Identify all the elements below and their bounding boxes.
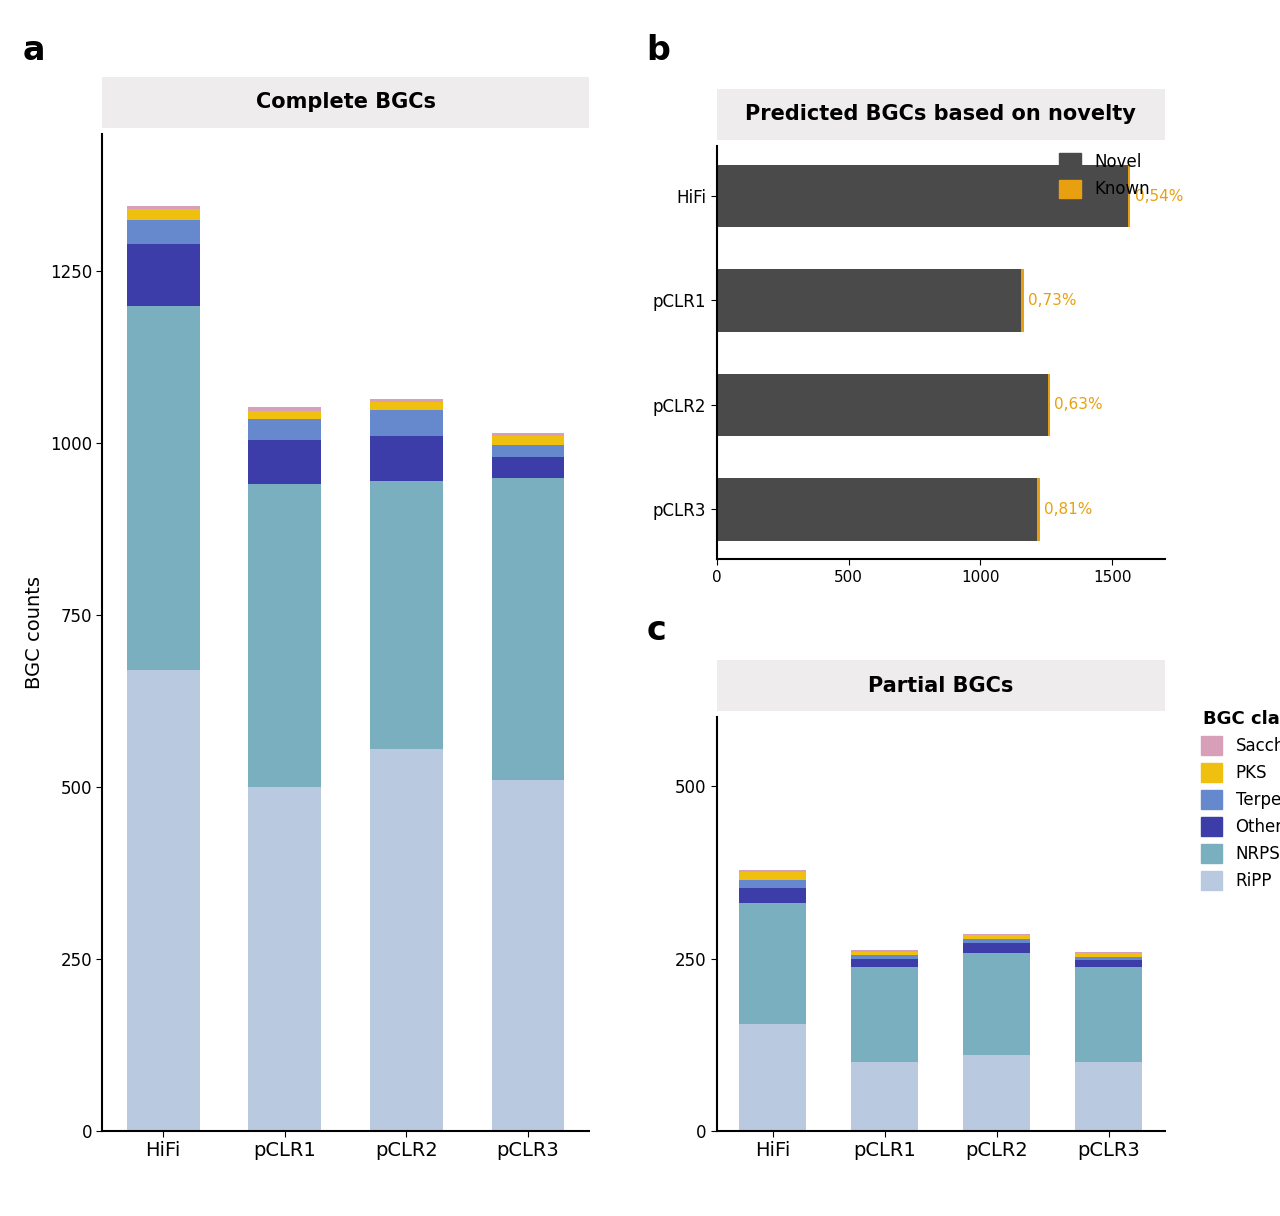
Text: b: b [646,34,671,67]
Bar [851,1062,919,1131]
Bar [248,787,321,1131]
Bar [1021,269,1024,332]
Bar [492,478,564,781]
Text: Complete BGCs: Complete BGCs [256,92,435,112]
Bar [740,903,806,1024]
Bar [964,935,1030,939]
Bar [740,1024,806,1131]
Text: Partial BGCs: Partial BGCs [868,676,1014,696]
Bar [1128,164,1130,227]
Bar [1075,967,1143,1062]
Legend: Saccharide, PKS, Terpene, Other, NRPS, RiPP: Saccharide, PKS, Terpene, Other, NRPS, R… [1196,705,1280,895]
Bar [1037,478,1039,541]
Bar [1075,957,1143,959]
Bar [740,873,806,880]
Bar [740,869,806,873]
Bar [717,478,1037,541]
Bar [127,209,200,220]
Text: 0,54%: 0,54% [1135,188,1184,203]
Bar [370,749,443,1131]
Bar [492,433,564,437]
Bar [851,952,919,956]
Bar [370,437,443,482]
Text: Predicted BGCs based on novelty: Predicted BGCs based on novelty [745,105,1137,124]
Bar [964,944,1030,953]
Bar [370,399,443,402]
Bar [717,164,1128,227]
Bar [1075,952,1143,953]
Bar [248,407,321,411]
Bar [717,373,1047,437]
Text: 0,63%: 0,63% [1055,398,1103,412]
Bar [964,1055,1030,1131]
Bar [127,206,200,209]
Bar [248,411,321,420]
Bar [740,889,806,903]
Bar [248,484,321,787]
Bar [717,269,1021,332]
Bar [1075,959,1143,967]
Bar [964,953,1030,1055]
Bar [1047,373,1050,437]
Bar [127,220,200,243]
Bar [248,420,321,440]
Bar [127,305,200,670]
Bar [851,951,919,952]
Bar [964,934,1030,935]
Bar [370,482,443,749]
Bar [370,402,443,410]
Bar [851,956,919,958]
Bar [492,437,564,445]
Bar [492,445,564,457]
Bar [964,939,1030,944]
Bar [740,880,806,889]
Bar [492,457,564,478]
Bar [851,967,919,1062]
Bar [370,410,443,437]
Bar [127,670,200,1131]
Legend: Novel, Known: Novel, Known [1052,146,1156,206]
Text: a: a [23,34,46,67]
Bar [492,781,564,1131]
Bar [1075,1062,1143,1131]
Text: 0,73%: 0,73% [1028,293,1076,308]
Y-axis label: BGC counts: BGC counts [26,576,45,688]
Bar [1075,953,1143,957]
Bar [851,958,919,967]
Bar [127,243,200,305]
Text: 0,81%: 0,81% [1044,502,1093,517]
Text: c: c [646,614,666,647]
Bar [248,440,321,484]
